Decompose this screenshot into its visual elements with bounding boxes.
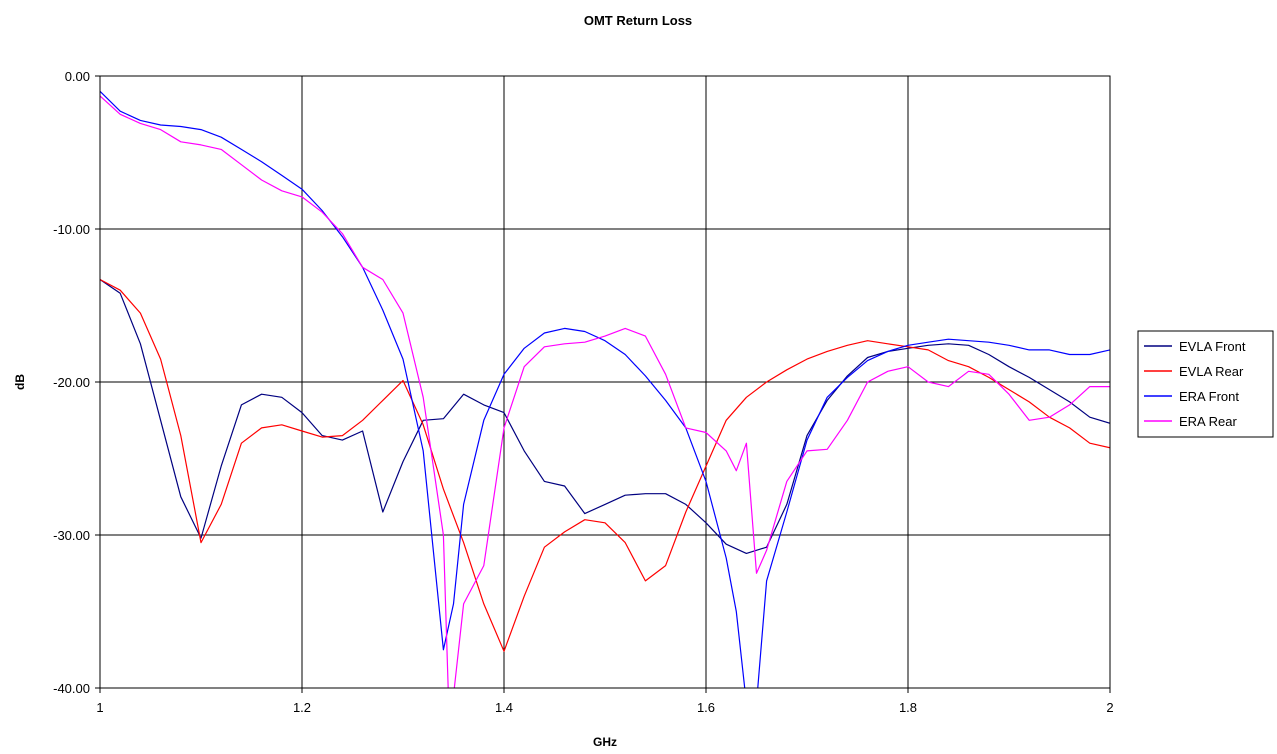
series-line-evla-front — [100, 278, 1110, 555]
y-tick-label: -40.00 — [53, 681, 90, 696]
x-axis-ticks: 1 1.2 1.4 1.6 1.8 2 — [96, 688, 1114, 715]
series-line-evla-rear — [100, 278, 1110, 652]
legend-label-evla-front: EVLA Front — [1179, 339, 1246, 354]
x-tick-label: 1.6 — [697, 700, 715, 715]
x-tick-label: 1.2 — [293, 700, 311, 715]
x-tick-label: 2 — [1106, 700, 1113, 715]
y-axis-title: dB — [13, 374, 27, 390]
series-line-era-front — [100, 90, 1110, 688]
y-tick-label: 0.00 — [65, 69, 90, 84]
y-tick-label: -20.00 — [53, 375, 90, 390]
series-line-era-rear — [100, 95, 1110, 688]
x-tick-label: 1.8 — [899, 700, 917, 715]
y-tick-label: -10.00 — [53, 222, 90, 237]
y-axis-ticks: 0.00 -10.00 -20.00 -30.00 -40.00 — [53, 69, 100, 696]
x-tick-label: 1.4 — [495, 700, 513, 715]
legend-label-era-rear: ERA Rear — [1179, 414, 1237, 429]
chart-title: OMT Return Loss — [584, 13, 692, 28]
x-axis-title: GHz — [593, 735, 617, 749]
y-tick-label: -30.00 — [53, 528, 90, 543]
legend-box — [1137, 330, 1274, 438]
grid — [99, 75, 1111, 689]
legend-label-era-front: ERA Front — [1179, 389, 1239, 404]
series-lines — [100, 90, 1110, 688]
legend-label-evla-rear: EVLA Rear — [1179, 364, 1244, 379]
legend: EVLA Front EVLA Rear ERA Front ERA Rear — [1137, 330, 1274, 438]
x-tick-label: 1 — [96, 700, 103, 715]
